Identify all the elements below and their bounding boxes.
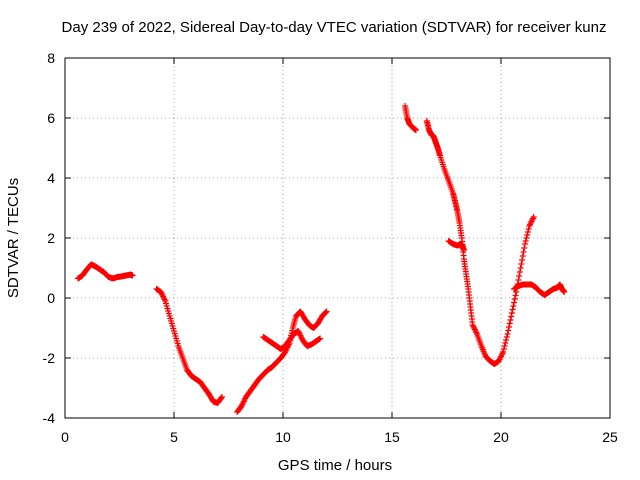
data-point xyxy=(523,235,530,241)
data-point xyxy=(508,310,515,316)
x-tick-label: 0 xyxy=(61,429,69,445)
data-point xyxy=(500,349,507,355)
x-tick-label: 25 xyxy=(602,429,618,445)
data-point xyxy=(508,313,515,320)
data-point xyxy=(412,127,419,133)
x-tick-label: 15 xyxy=(384,429,400,445)
x-tick-label: 5 xyxy=(170,429,178,445)
data-point xyxy=(517,265,524,271)
data-point xyxy=(511,296,518,302)
data-point xyxy=(561,289,568,295)
data-point xyxy=(323,308,330,315)
data-point xyxy=(525,226,532,232)
y-tick-label: -4 xyxy=(43,410,56,426)
data-point xyxy=(516,273,523,279)
data-point xyxy=(509,306,516,313)
axis-ticks: 0 5 10 15 20 25 -4 -2 0 2 4 6 8 xyxy=(43,50,618,445)
data-point xyxy=(218,394,225,400)
y-tick-label: 2 xyxy=(47,230,55,246)
data-point xyxy=(511,299,518,306)
data-point xyxy=(519,257,526,263)
data-point xyxy=(520,249,527,255)
data-points xyxy=(75,103,568,415)
data-point xyxy=(504,331,511,337)
data-point xyxy=(522,238,529,244)
data-point xyxy=(503,337,510,343)
data-point xyxy=(524,229,531,235)
data-point xyxy=(505,327,512,334)
data-point xyxy=(505,324,512,330)
x-tick-label: 20 xyxy=(493,429,509,445)
data-point xyxy=(512,292,519,299)
data-point xyxy=(515,277,522,283)
y-tick-label: -2 xyxy=(43,350,56,366)
grid-lines xyxy=(65,58,610,418)
x-tick-label: 10 xyxy=(275,429,291,445)
chart-title: Day 239 of 2022, Sidereal Day-to-day VTE… xyxy=(62,19,607,36)
data-point xyxy=(519,253,526,259)
data-point xyxy=(218,395,225,401)
y-axis-label: SDTVAR / TECUs xyxy=(5,178,22,298)
data-point xyxy=(506,320,513,327)
data-point xyxy=(530,214,537,220)
data-point xyxy=(510,303,517,309)
data-point xyxy=(521,241,528,247)
y-tick-label: 8 xyxy=(47,50,55,66)
data-point xyxy=(507,317,514,323)
data-point xyxy=(521,245,528,251)
data-point xyxy=(501,343,508,349)
data-point xyxy=(500,346,507,352)
y-tick-label: 0 xyxy=(47,290,55,306)
data-point xyxy=(502,340,509,346)
x-axis-label: GPS time / hours xyxy=(278,457,392,474)
data-point xyxy=(524,232,531,238)
y-tick-label: 4 xyxy=(47,170,55,186)
data-point xyxy=(503,334,510,340)
data-point xyxy=(129,272,136,279)
y-tick-label: 6 xyxy=(47,110,55,126)
data-point xyxy=(518,261,525,267)
data-point xyxy=(322,309,329,316)
data-point xyxy=(317,335,324,342)
data-point xyxy=(460,247,467,253)
data-point xyxy=(516,269,523,275)
